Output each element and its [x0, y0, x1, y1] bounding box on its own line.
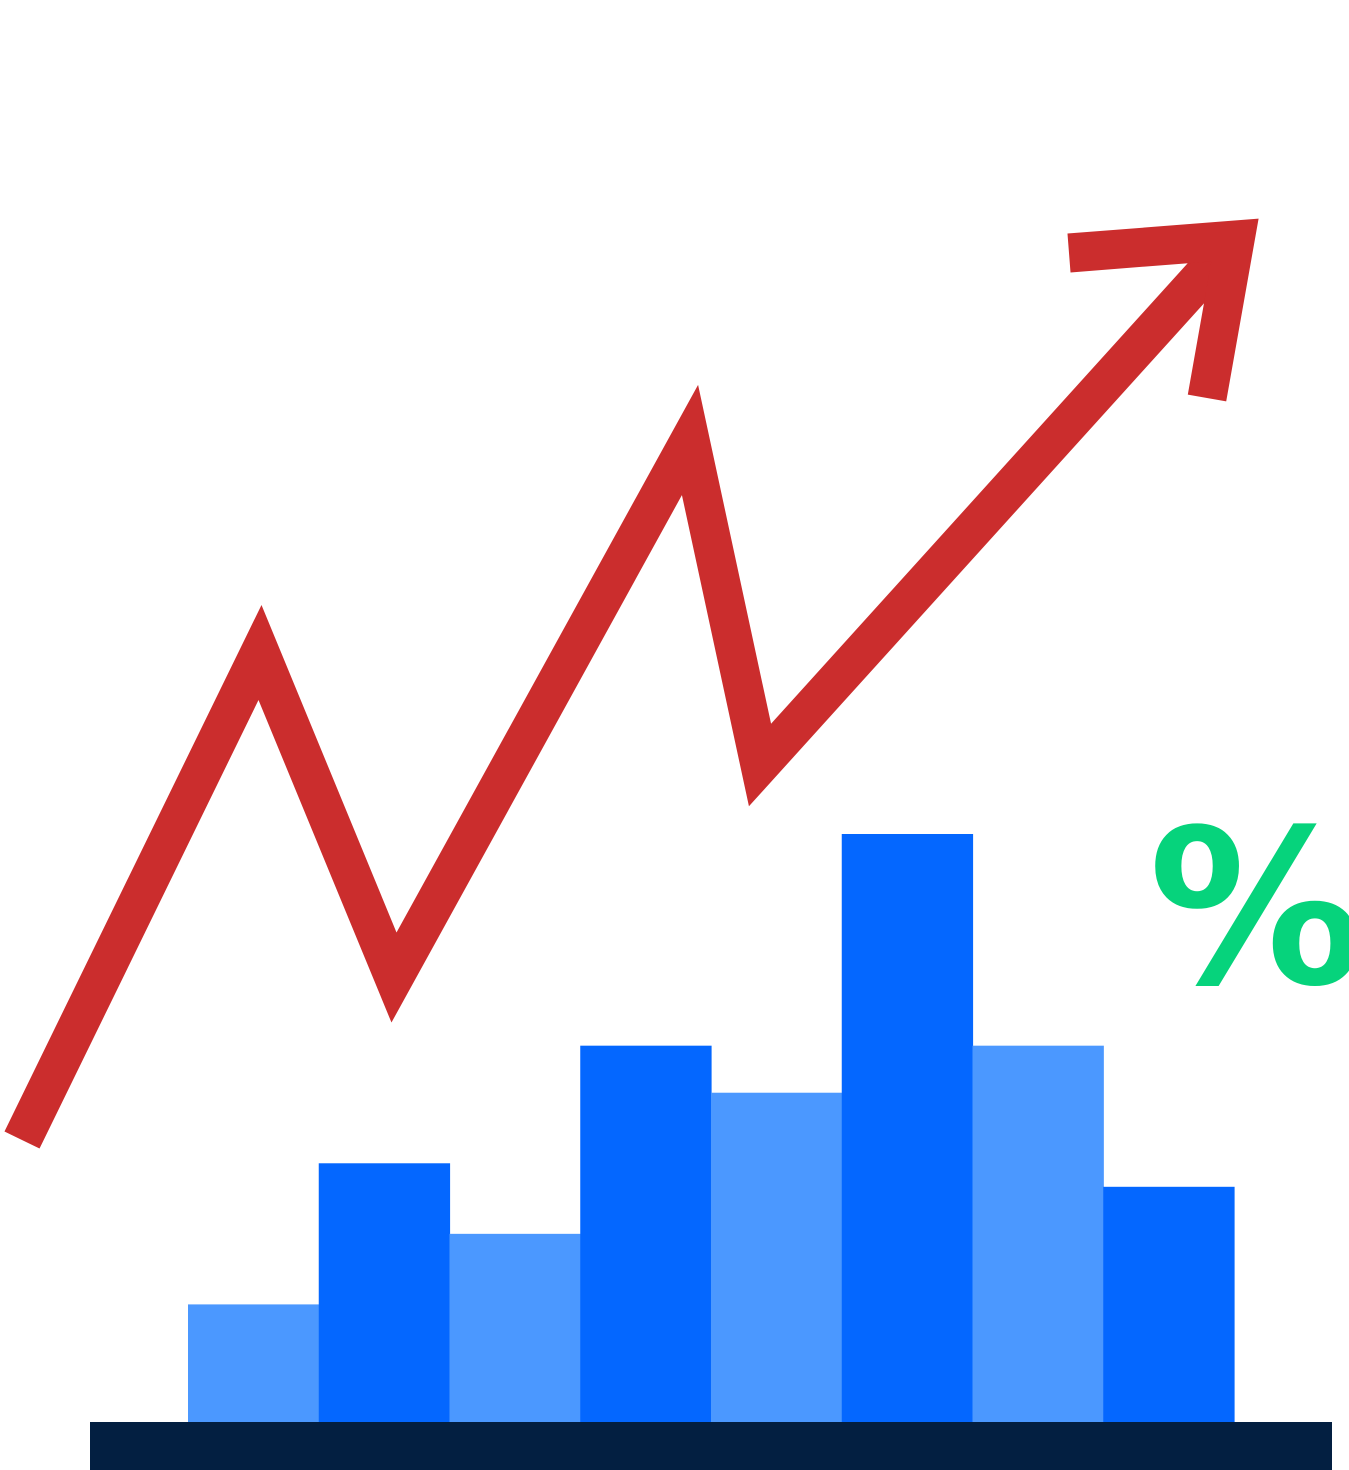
trend-line-group	[4, 218, 1259, 1149]
bar-1	[188, 1304, 320, 1422]
bar-5	[711, 1092, 843, 1422]
trend-arrowhead	[1067, 218, 1259, 402]
trend-line	[4, 226, 1250, 1149]
bar-4	[580, 1045, 712, 1422]
percent-annotation: %	[1148, 783, 1349, 1034]
chart-baseline	[90, 1422, 1332, 1470]
bar-3	[449, 1233, 581, 1422]
bar-2	[318, 1163, 451, 1422]
bar-7	[972, 1045, 1104, 1422]
bar-6	[841, 834, 974, 1422]
bar-series	[188, 834, 1235, 1422]
bar-8	[1103, 1186, 1235, 1422]
